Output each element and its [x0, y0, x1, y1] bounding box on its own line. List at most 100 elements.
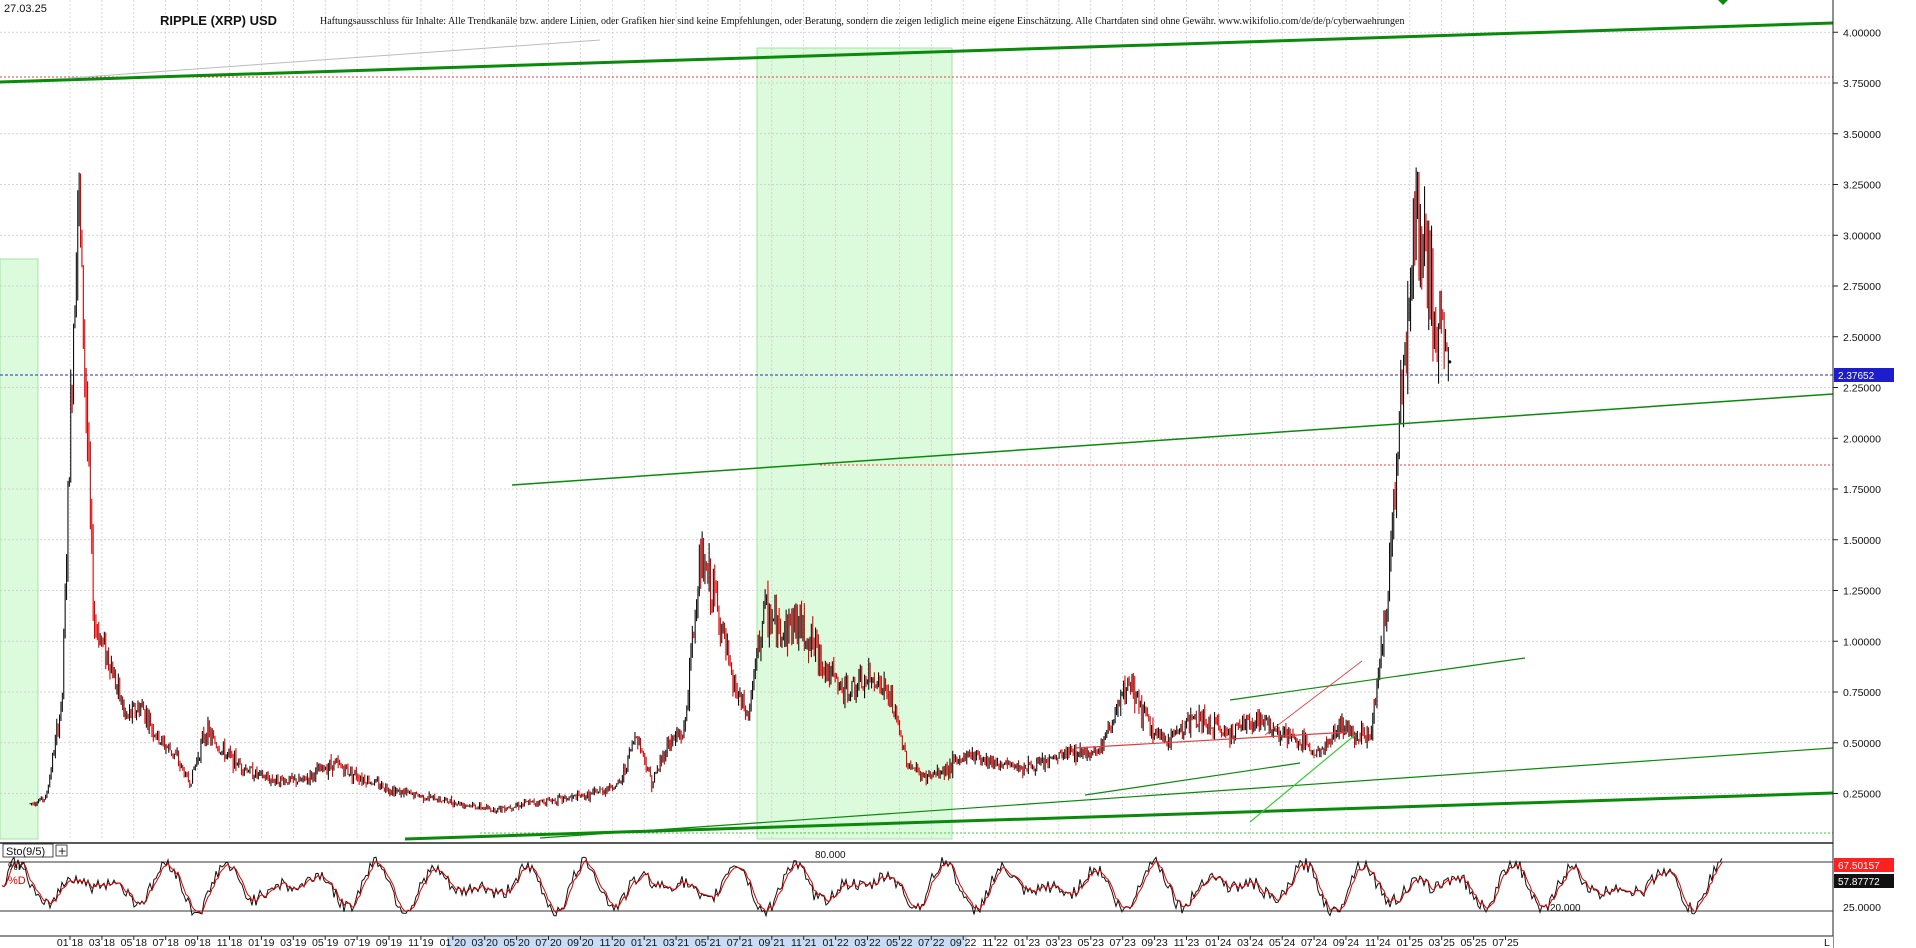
trend-line-lower-b [1084, 762, 1301, 796]
x-tick-label: 01 24 [1205, 937, 1231, 948]
x-tick-label: 07 25 [1492, 937, 1518, 948]
x-tick-label: 11 24 [1365, 937, 1391, 948]
x-tick-label: 01 20 [440, 937, 466, 948]
stoch-d-value-label [1834, 874, 1894, 888]
x-tick-label: 09 23 [1141, 937, 1167, 948]
stoch-k-value: 67.50157 [1838, 861, 1880, 872]
x-axis: 01 18 03 18 05 18 07 18 09 18 11 18 01 19 03 19… [57, 936, 1519, 948]
y-tick-label: 2.50000 [1843, 332, 1881, 344]
x-tick-label: 01 21 [631, 937, 657, 948]
x-tick-label: 05 21 [695, 937, 721, 948]
x-tick-label: 07 21 [727, 937, 753, 948]
y-tick-label: 3.75000 [1843, 78, 1881, 90]
y-tick-label: 3.50000 [1843, 129, 1881, 141]
stochastic-series [1, 855, 1723, 918]
x-tick-label: 05 24 [1269, 937, 1295, 948]
stoch-y-tick: 25.0000 [1843, 902, 1881, 914]
stoch-add-button[interactable] [55, 844, 68, 857]
chart-date: 27.03.25 [4, 3, 47, 15]
stoch-k-line [1, 855, 1723, 918]
y-tick-label: 1.50000 [1843, 535, 1881, 547]
x-tick-label: 11 20 [600, 937, 626, 948]
x-tick-label: 03 25 [1429, 937, 1455, 948]
x-tick-label: 05 19 [312, 937, 338, 948]
x-tick-label: 03 22 [854, 937, 880, 948]
x-tick-label: 01 19 [248, 937, 274, 948]
x-tick-label: 11 19 [408, 937, 434, 948]
x-tick-label: 03 19 [280, 937, 306, 948]
stoch-title: Sto(9/5) [6, 846, 45, 858]
x-tick-label: 03 20 [472, 937, 498, 948]
y-tick-label: 3.25000 [1843, 180, 1881, 192]
trend-line-top [0, 21, 1834, 84]
y-tick-label: 3.00000 [1843, 230, 1881, 242]
x-tick-label: 03 23 [1046, 937, 1072, 948]
x-tick-label: 07 22 [918, 937, 944, 948]
x-tick-label: 07 23 [1110, 937, 1136, 948]
trend-line-2023-upper [1229, 657, 1526, 701]
y-tick-label: 2.25000 [1843, 383, 1881, 395]
x-tick-label: 11 18 [217, 937, 243, 948]
grid [0, 0, 1833, 839]
marker-arrow-icon [1718, 0, 1728, 5]
latest-price-point [1448, 360, 1452, 364]
x-tick-label: 01 18 [57, 937, 83, 948]
price-series [29, 167, 1452, 814]
x-axis-highlight [447, 937, 967, 948]
y-axis: 0.25000 0.50000 0.75000 1.00000 1.25000 1.500… [1833, 27, 1881, 801]
scale-indicator: L [1824, 937, 1830, 948]
resistance-trend-2022 [1074, 731, 1351, 749]
x-tick-label: 05 22 [886, 937, 912, 948]
x-tick-label: 11 22 [982, 937, 1008, 948]
stoch-d-line [1, 859, 1723, 914]
trend-line-2023-steep [1249, 734, 1356, 823]
resistance-trend-2023-steep [1264, 660, 1363, 736]
x-tick-label: 03 24 [1237, 937, 1263, 948]
y-tick-label: 0.25000 [1843, 789, 1881, 801]
x-tick-label: 07 19 [344, 937, 370, 948]
stoch-upper-level: 80.000 [815, 850, 846, 861]
x-tick-label: 11 21 [791, 937, 817, 948]
y-tick-label: 4.00000 [1843, 27, 1881, 39]
y-tick-label: 2.00000 [1843, 433, 1881, 445]
x-tick-label: 07 18 [153, 937, 179, 948]
x-tick-label: 09 18 [184, 937, 210, 948]
disclaimer: Haftungsausschluss für Inhalte: Alle Tre… [320, 16, 1405, 27]
x-tick-label: 07 20 [535, 937, 561, 948]
stoch-d-value: 57.87772 [1838, 877, 1880, 888]
x-tick-label: 09 21 [759, 937, 785, 948]
x-tick-label: 05 18 [121, 937, 147, 948]
x-tick-label: 07 24 [1301, 937, 1327, 948]
x-tick-label: 05 23 [1078, 937, 1104, 948]
x-tick-label: 03 21 [663, 937, 689, 948]
x-tick-label: 01 25 [1397, 937, 1423, 948]
x-tick-label: 11 23 [1174, 937, 1200, 948]
trend-line-top-faint [69, 39, 601, 79]
highlight-zone-2021 [756, 47, 953, 840]
chart-title: RIPPLE (XRP) USD [160, 13, 277, 28]
y-tick-label: 0.50000 [1843, 738, 1881, 750]
current-price-value: 2.37652 [1838, 371, 1875, 382]
y-tick-label: 2.75000 [1843, 281, 1881, 293]
current-price-label [1834, 368, 1894, 382]
svg-text:+: + [58, 845, 67, 858]
y-tick-label: 1.00000 [1843, 636, 1881, 648]
x-tick-label: 05 25 [1460, 937, 1486, 948]
x-tick-label: 05 20 [503, 937, 529, 948]
y-tick-label: 1.75000 [1843, 484, 1881, 496]
stoch-d-label: %D [8, 875, 26, 887]
stoch-k-value-label [1834, 858, 1894, 872]
trend-line-lower-a [539, 747, 1834, 839]
x-tick-label: 09 20 [567, 937, 593, 948]
x-tick-label: 09 22 [950, 937, 976, 948]
stoch-lower-level: 20.000 [1550, 903, 1581, 914]
x-tick-label: 03 18 [89, 937, 115, 948]
y-tick-label: 0.75000 [1843, 687, 1881, 699]
x-tick-label: 01 22 [822, 937, 848, 948]
highlight-zone-left [0, 258, 39, 840]
trend-line-channel [511, 393, 1834, 486]
stoch-k-label: %K [8, 861, 26, 873]
y-tick-label: 1.25000 [1843, 586, 1881, 598]
x-tick-label: 09 19 [376, 937, 402, 948]
